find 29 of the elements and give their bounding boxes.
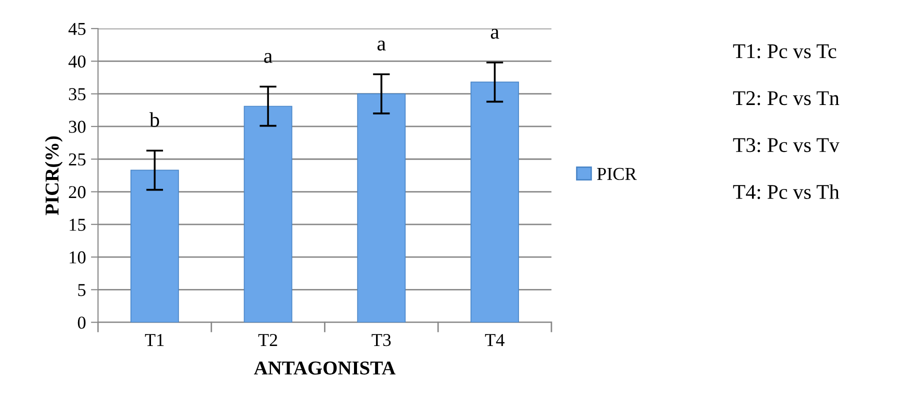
y-axis-title: PICR(%) (44, 136, 63, 216)
y-tick-label: 5 (78, 284, 86, 296)
data-label: b (149, 112, 160, 127)
bar (244, 106, 292, 322)
text: T2: Pc vs Tn (733, 91, 840, 106)
y-tick-label: 40 (68, 55, 86, 68)
y-tick-label: 0 (78, 316, 86, 329)
text: T1: Pc vs Tc (733, 44, 836, 58)
y-tick-label: 20 (68, 186, 86, 198)
legend-label: PICR (597, 168, 637, 180)
x-tick-label: T2 (258, 334, 278, 346)
bar (357, 93, 406, 322)
y-tick-label: 15 (70, 218, 86, 231)
y-tick-label: 10 (70, 251, 86, 264)
x-axis-title: ANTAGONISTA (254, 362, 396, 375)
text: T3: Pc vs Tv (733, 138, 840, 152)
y-tick-label: 30 (69, 120, 86, 133)
bar (130, 170, 179, 322)
y-tick-label: 25 (68, 153, 86, 166)
y-tick-label: 35 (69, 88, 86, 100)
x-tick-label: T4 (485, 334, 504, 346)
bar (470, 82, 519, 322)
x-tick-label: T3 (372, 334, 391, 346)
x-tick-label: T1 (144, 334, 164, 346)
data-label: a (378, 40, 386, 51)
text: T4: Pc vs Th (733, 184, 840, 200)
data-label: a (490, 28, 500, 39)
data-label: a (264, 53, 272, 63)
y-tick-label: 45 (68, 22, 86, 35)
